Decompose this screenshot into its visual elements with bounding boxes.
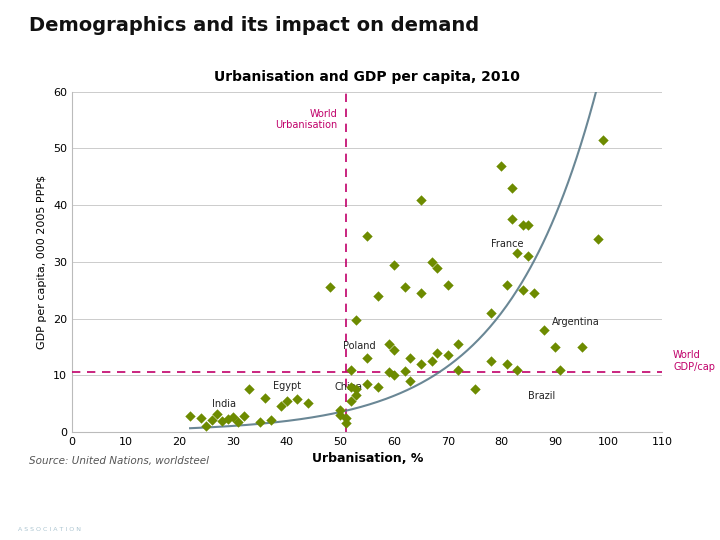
Point [517, 286, 528, 294]
Y-axis label: GDP per capita, 000 2005 PPP$: GDP per capita, 000 2005 PPP$ [37, 175, 48, 349]
Point [372, 292, 384, 300]
Text: Demographics and its impact on demand: Demographics and its impact on demand [29, 16, 479, 35]
Point [405, 354, 416, 363]
Point [211, 410, 222, 418]
Point [217, 416, 228, 425]
Point [233, 417, 244, 426]
Point [351, 385, 362, 394]
Point [351, 391, 362, 400]
Text: China: China [335, 382, 363, 392]
Point [501, 360, 513, 368]
Point [281, 396, 292, 405]
Point [361, 354, 373, 363]
Title: Urbanisation and GDP per capita, 2010: Urbanisation and GDP per capita, 2010 [215, 70, 520, 84]
Point [523, 252, 534, 260]
Point [324, 283, 336, 292]
Point [243, 385, 255, 394]
Point [453, 340, 464, 348]
Point [346, 365, 357, 374]
Point [523, 221, 534, 230]
Text: France: France [490, 239, 523, 249]
Point [254, 418, 266, 427]
Point [335, 410, 346, 419]
Point [426, 258, 437, 266]
Point [469, 385, 480, 394]
Point [346, 382, 357, 391]
Point [501, 280, 513, 289]
Point [200, 422, 212, 431]
Point [506, 184, 518, 192]
Point [415, 289, 427, 298]
Point [415, 360, 427, 368]
Point [512, 365, 523, 374]
Point [265, 415, 276, 424]
Point [415, 195, 427, 204]
Point [495, 161, 507, 170]
Point [346, 396, 357, 405]
Point [485, 308, 496, 317]
Point [276, 402, 287, 411]
Text: steel: steel [60, 505, 102, 520]
Point [442, 351, 454, 360]
Point [388, 371, 400, 380]
Point [292, 395, 303, 403]
Point [340, 419, 351, 428]
Point [431, 263, 443, 272]
Text: World
GDP/cap: World GDP/cap [673, 350, 715, 372]
Point [238, 411, 250, 420]
Point [598, 136, 609, 144]
Point [335, 406, 346, 415]
Text: world: world [18, 505, 60, 520]
Point [539, 326, 550, 334]
Point [442, 280, 454, 289]
X-axis label: Urbanisation, %: Urbanisation, % [312, 453, 423, 465]
Text: 12: 12 [680, 505, 702, 520]
Text: Egypt: Egypt [274, 381, 302, 391]
Point [206, 415, 217, 424]
Point [399, 367, 410, 375]
Point [228, 413, 239, 422]
Point [506, 215, 518, 224]
Point [549, 342, 561, 351]
Point [399, 283, 410, 292]
Point [405, 377, 416, 386]
Point [554, 365, 566, 374]
Point [302, 398, 314, 407]
Text: Brazil: Brazil [528, 391, 555, 401]
Point [388, 346, 400, 354]
Text: Source: United Nations, worldsteel: Source: United Nations, worldsteel [29, 456, 209, 467]
Point [222, 415, 233, 423]
Point [184, 412, 196, 421]
Text: World
Urbanisation: World Urbanisation [276, 109, 338, 130]
Point [593, 235, 604, 244]
Text: A S S O C I A T I O N: A S S O C I A T I O N [18, 528, 81, 532]
Text: India: India [212, 399, 235, 409]
Point [340, 414, 351, 422]
Point [195, 414, 207, 422]
Point [388, 260, 400, 269]
Point [259, 394, 271, 402]
Point [361, 232, 373, 241]
Point [351, 315, 362, 324]
Point [576, 342, 588, 351]
Point [372, 382, 384, 391]
Point [528, 289, 539, 298]
Point [361, 380, 373, 388]
Point [383, 368, 395, 377]
Text: Argentina: Argentina [552, 317, 600, 327]
Point [517, 221, 528, 230]
Point [453, 365, 464, 374]
Text: Poland: Poland [343, 341, 376, 352]
Point [512, 249, 523, 258]
Point [426, 357, 437, 366]
Point [485, 357, 496, 366]
Point [383, 340, 395, 348]
Point [431, 348, 443, 357]
